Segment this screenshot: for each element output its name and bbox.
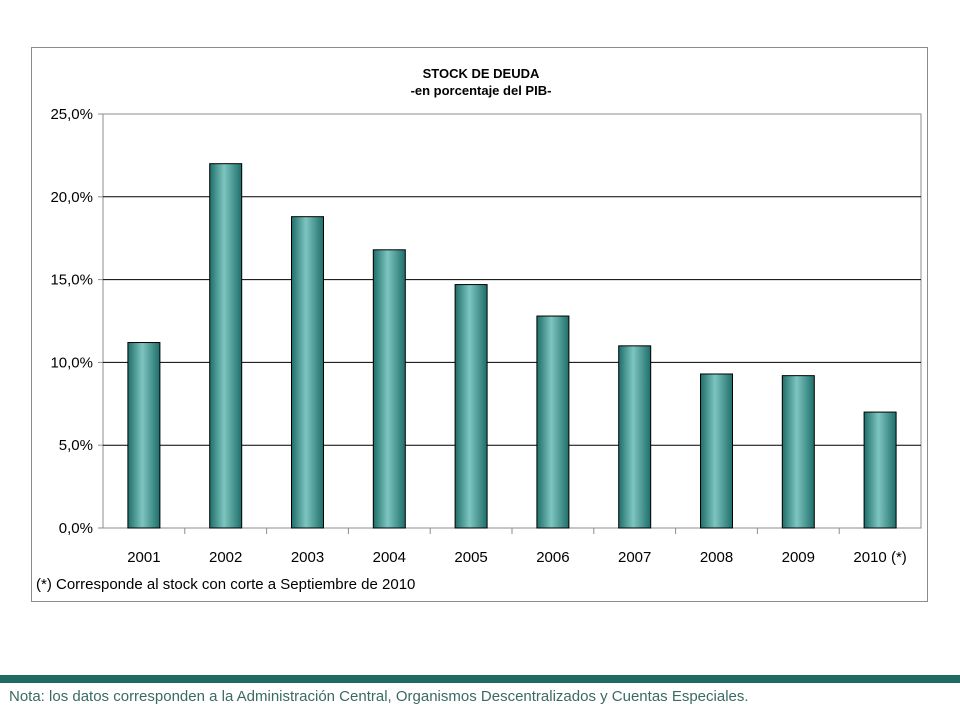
bar-2001 [127, 342, 161, 529]
x-category-label: 2006 [536, 549, 569, 566]
bar-2006 [536, 315, 570, 529]
chart-svg: STOCK DE DEUDA -en porcentaje del PIB- 0… [36, 66, 922, 593]
bottom-band [0, 675, 960, 683]
bar-2010 [863, 411, 897, 529]
bar-2007 [618, 345, 652, 529]
x-category-label: 2008 [700, 549, 733, 566]
y-tick-label: 15,0% [50, 272, 93, 289]
chart-footnote: (*) Corresponde al stock con corte a Sep… [36, 576, 415, 593]
bar-2003 [291, 216, 324, 529]
x-category-label: 2001 [127, 549, 160, 566]
x-category-label: 2009 [782, 549, 815, 566]
chart-title: STOCK DE DEUDA [423, 66, 540, 81]
footer-note: Nota: los datos corresponden a la Admini… [9, 688, 749, 705]
x-category-label: 2010 (*) [853, 549, 906, 566]
x-category-label: 2004 [373, 549, 406, 566]
chart-frame: STOCK DE DEUDA -en porcentaje del PIB- 0… [31, 47, 928, 602]
category-label-layer: 2001 2002 2003 2004 2005 2006 2007 2008 2009 2010… [127, 528, 907, 566]
bar-2009 [781, 375, 815, 529]
y-tick-label: 25,0% [50, 106, 93, 123]
bar-2008 [700, 373, 733, 529]
chart-subtitle: -en porcentaje del PIB- [411, 83, 552, 98]
bar-2005 [454, 284, 488, 529]
y-tick-label: 10,0% [50, 354, 93, 371]
y-tick-layer: 0,0% 5,0% 10,0% 15,0% 20,0% 25,0% [50, 106, 103, 537]
x-category-label: 2005 [454, 549, 487, 566]
bar-2002 [209, 163, 243, 529]
bar-2004 [372, 249, 406, 529]
y-tick-label: 0,0% [59, 520, 93, 537]
x-category-label: 2003 [291, 549, 324, 566]
x-category-label: 2002 [209, 549, 242, 566]
y-tick-label: 20,0% [50, 189, 93, 206]
bar-layer [127, 163, 897, 529]
x-category-label: 2007 [618, 549, 651, 566]
y-tick-label: 5,0% [59, 437, 93, 454]
